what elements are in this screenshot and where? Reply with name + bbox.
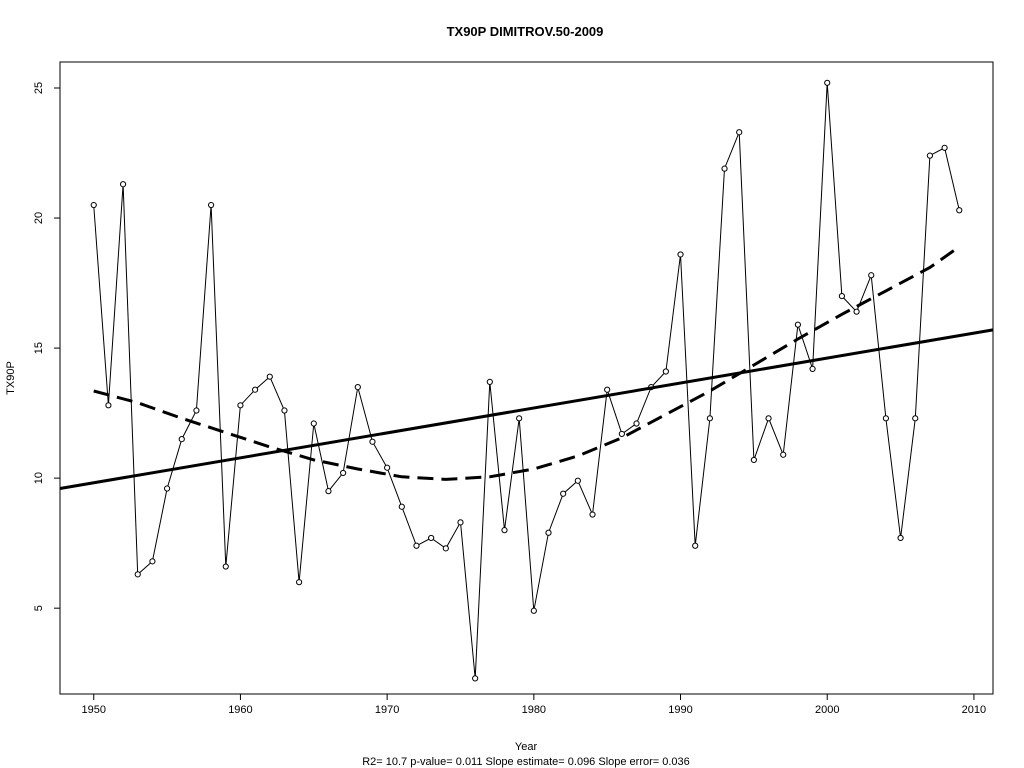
data-point [516,415,523,422]
data-point [207,201,215,209]
series-layer [59,79,994,682]
data-point [90,201,97,209]
data-point [574,477,581,484]
data-point [296,579,303,586]
data-point [662,368,669,375]
x-tick-label: 1960 [228,704,252,716]
data-point [633,420,640,427]
x-tick-label: 1990 [668,704,692,716]
data-point [897,534,904,542]
data-point [442,545,449,552]
data-point [486,378,493,386]
x-axis: 1950 1960 1970 1980 1990 2000 2010 [81,694,986,716]
data-point [501,527,508,534]
data-point [560,490,567,497]
annual-values-line [93,82,960,679]
data-point [149,558,156,565]
data-point [589,511,596,518]
y-axis-label: TX90P [5,361,17,395]
data-point [794,321,801,328]
data-point [178,436,185,443]
regression-stats: R2= 10.7 p-value= 0.011 Slope estimate= … [362,756,690,768]
data-point [736,129,743,136]
plot-frame [59,61,994,695]
data-point [105,402,112,409]
y-axis: 5 10 15 20 25 [33,82,60,611]
data-point [325,488,332,495]
data-point [838,292,846,300]
data-point [706,415,713,422]
data-point [618,430,625,438]
data-point [926,152,934,159]
x-axis-label: Year [515,741,538,753]
data-point [824,79,831,86]
data-point [868,272,875,279]
data-point [545,529,552,536]
data-point [369,438,376,445]
x-tick-label: 1980 [522,704,546,716]
data-point [384,464,391,471]
data-point [237,402,244,409]
data-point [193,407,200,414]
x-tick-label: 2000 [815,704,839,716]
data-point [134,571,141,578]
data-point [677,251,684,258]
data-point [163,485,171,492]
data-point [222,563,229,570]
data-point [882,415,890,422]
chart-title: TX90P DIMITROV.50-2009 [447,24,604,39]
data-point [457,519,464,526]
data-point [780,451,787,458]
data-point [310,420,317,427]
data-point [398,503,405,510]
data-point [340,469,347,477]
data-point [941,144,948,151]
data-point [692,542,699,549]
data-point [721,165,728,172]
y-tick-label: 15 [33,342,45,354]
data-point [119,181,127,188]
data-point [765,415,772,422]
smoothed-trend-line [93,245,961,481]
data-point [912,415,919,422]
data-point [428,534,435,542]
data-point [281,407,288,414]
data-point [266,373,273,380]
data-point [472,675,479,682]
data-point [354,384,361,391]
x-tick-label: 1970 [375,704,399,716]
data-point [956,207,963,214]
linear-trend-line [59,328,994,490]
data-point [853,308,860,315]
data-point [413,542,420,549]
data-point [530,607,537,614]
data-point [750,456,757,464]
y-tick-label: 10 [33,472,45,484]
y-tick-label: 5 [33,605,45,611]
y-tick-label: 20 [33,212,45,224]
x-tick-label: 2010 [962,704,986,716]
data-point [809,365,816,372]
x-tick-label: 1950 [81,704,105,716]
y-tick-label: 25 [33,82,45,94]
data-point [252,386,259,393]
data-point [604,386,611,393]
